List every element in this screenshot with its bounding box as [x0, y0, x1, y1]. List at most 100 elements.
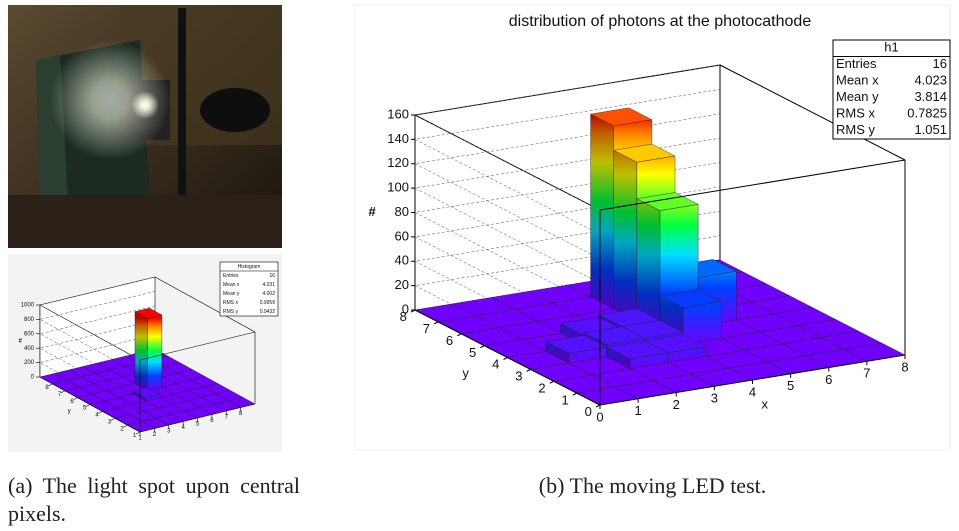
- x-tick-label: 0: [596, 409, 603, 424]
- x-tick-label: 2: [153, 432, 157, 438]
- z-tick-label: 20: [395, 277, 409, 292]
- stats-key: Mean x: [836, 73, 879, 88]
- y-tick-label: 7: [423, 321, 430, 336]
- y-tick: [110, 417, 116, 421]
- stats-value: 4.023: [914, 73, 947, 88]
- bin: [636, 192, 699, 333]
- y-tick: [98, 411, 103, 414]
- x-tick-label: 1: [138, 436, 142, 442]
- stats-value: 3.814: [914, 89, 947, 104]
- y-axis-label: y: [462, 365, 469, 380]
- y-tick-label: 5: [83, 406, 87, 412]
- z-tick-label: 600: [24, 331, 35, 337]
- stats-value: 16: [269, 273, 275, 279]
- bin-shade: [590, 114, 614, 309]
- y-tick: [85, 404, 91, 407]
- x-tick-label: 3: [167, 429, 171, 435]
- stats-key: RMS x: [836, 106, 876, 121]
- x-tick-label: 6: [825, 372, 832, 387]
- y-tick-label: 8: [45, 385, 49, 391]
- bin-shade: [133, 391, 146, 401]
- x-tick-label: 5: [787, 378, 794, 393]
- x-tick-label: 7: [863, 366, 870, 381]
- bin-top: [544, 335, 608, 354]
- caption-b: (b) The moving LED test.: [538, 473, 767, 498]
- stats-key: RMS y: [223, 309, 239, 315]
- y-tick-label: 2: [538, 380, 545, 395]
- y-tick: [123, 424, 128, 428]
- stats-key: Mean y: [223, 291, 240, 297]
- stats-title: h1: [884, 40, 898, 55]
- frame-edge: [154, 276, 256, 333]
- y-tick: [526, 368, 531, 372]
- y-tick-label: 1: [133, 433, 137, 439]
- x-tick-label: 4: [181, 425, 185, 431]
- stats-key: Mean y: [836, 89, 879, 104]
- y-tick: [595, 404, 601, 408]
- y-tick: [457, 333, 462, 337]
- chart-title: distribution of photons at the photocath…: [509, 13, 812, 30]
- x-axis-label: x: [761, 397, 768, 412]
- z-tick-label: 60: [395, 228, 409, 243]
- y-tick-label: 0: [585, 404, 592, 419]
- y-tick-label: 8: [400, 309, 407, 324]
- z-tick-label: 140: [387, 131, 409, 146]
- x-tick-label: 5: [196, 422, 200, 428]
- photo: [8, 5, 282, 248]
- stats-value: 4.031: [262, 282, 275, 288]
- y-tick-label: 2: [120, 426, 124, 432]
- stats-key: RMS x: [223, 300, 239, 306]
- y-tick: [572, 392, 578, 396]
- stats-value: 0.9432: [260, 309, 276, 315]
- z-tick-label: 800: [24, 317, 35, 323]
- stats-key: RMS y: [836, 122, 876, 137]
- z-tick-label: 0: [31, 375, 35, 381]
- y-tick-label: 7: [58, 392, 62, 398]
- x-tick-label: 2: [673, 397, 680, 412]
- y-tick: [410, 309, 416, 313]
- x-tick-label: 7: [225, 415, 229, 421]
- y-tick-label: 3: [108, 419, 112, 425]
- y-tick-label: 6: [446, 333, 453, 348]
- z-axis-label: #: [19, 339, 23, 345]
- bin-shade: [636, 198, 660, 333]
- frame-edge: [139, 331, 256, 361]
- x-tick-label: 4: [749, 384, 756, 399]
- stats-key: Entries: [223, 273, 239, 279]
- x-tick-label: 6: [210, 418, 214, 424]
- stats-value: 0.7825: [907, 106, 947, 121]
- z-tick-label: 80: [395, 204, 409, 219]
- z-tick-label: 1000: [21, 303, 35, 309]
- bin-shade: [135, 311, 148, 391]
- y-tick: [503, 357, 508, 360]
- bin-top: [659, 289, 722, 309]
- y-tick: [480, 345, 485, 349]
- y-tick: [73, 397, 78, 400]
- bin-shade: [606, 347, 630, 369]
- bin-top: [134, 307, 163, 319]
- y-tick: [433, 321, 439, 325]
- bin-top: [589, 107, 653, 127]
- y-tick: [549, 380, 554, 384]
- y-tick: [48, 383, 53, 387]
- bin-top: [606, 340, 669, 360]
- x-tick-label: 8: [901, 359, 908, 374]
- x-tick-label: 8: [239, 411, 243, 417]
- stats-value: 0.9959: [260, 300, 276, 306]
- x-tick-label: 1: [635, 403, 642, 418]
- bin-shade: [545, 341, 569, 364]
- stats-title: Histogram: [238, 264, 261, 270]
- stats-value: 1.051: [914, 122, 947, 137]
- frame-edge: [719, 64, 906, 161]
- z-tick-label: 120: [387, 155, 409, 170]
- bin: [606, 340, 669, 370]
- y-tick: [135, 431, 141, 435]
- bin-top: [613, 143, 676, 163]
- y-tick: [60, 390, 66, 394]
- caption-a: (a) The light spot upon central pixels.: [8, 473, 300, 526]
- y-tick-label: 1: [562, 392, 569, 407]
- bin-shade: [613, 150, 637, 321]
- bin-front: [147, 314, 163, 391]
- z-tick-label: 100: [387, 180, 409, 195]
- stats-key: Entries: [836, 56, 877, 71]
